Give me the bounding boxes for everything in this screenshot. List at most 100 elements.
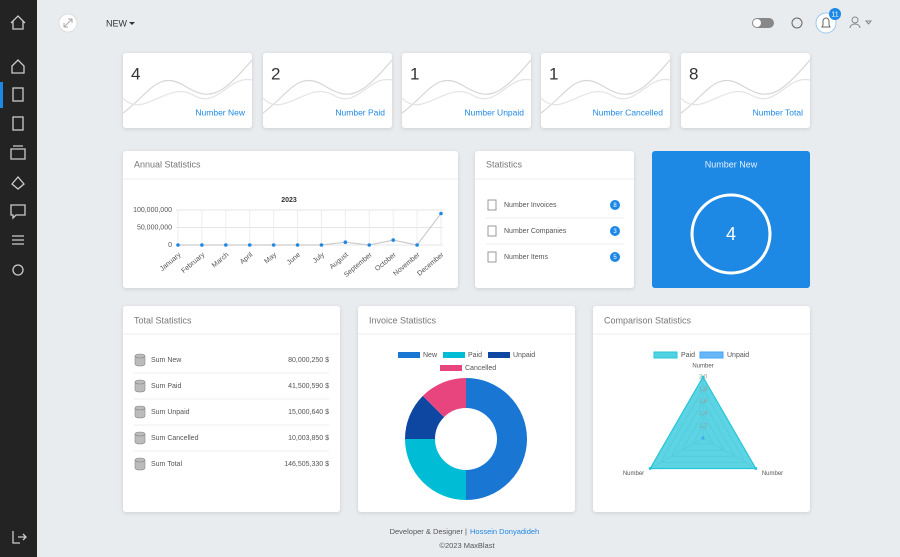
r-tick-label: 1.8	[699, 387, 708, 393]
data-point	[415, 243, 419, 247]
data-point	[391, 238, 395, 242]
stat-card	[402, 53, 531, 128]
radar-point	[701, 375, 705, 379]
row-icon	[487, 251, 497, 263]
row-label: Sum New	[151, 357, 182, 364]
data-line	[178, 213, 442, 246]
menu-label[interactable]: NEW	[106, 18, 128, 28]
legend-label: Unpaid	[727, 352, 749, 359]
row-value: 10,003,850 $	[288, 435, 329, 442]
logout-icon[interactable]	[12, 531, 27, 544]
row-label: Number Companies	[504, 228, 567, 235]
wave-decoration	[401, 79, 532, 106]
count-badge	[610, 200, 620, 210]
row-value: 15,000,640 $	[288, 409, 329, 416]
wave-decoration	[540, 59, 671, 114]
row-label: Sum Paid	[151, 383, 181, 390]
stat-label: Number New	[195, 107, 245, 117]
data-point	[224, 243, 228, 247]
legend-label: Cancelled	[465, 365, 496, 372]
settings-icon[interactable]	[12, 264, 24, 276]
data-point	[319, 243, 324, 247]
donut-segment	[422, 378, 466, 418]
invoice-icon[interactable]	[12, 87, 24, 102]
y-tick-label: 0	[168, 242, 172, 249]
legend-swatch	[443, 352, 465, 358]
bell-icon	[821, 17, 831, 28]
menu-icon[interactable]	[12, 235, 24, 245]
notification-count: 11	[831, 11, 838, 18]
card-title: Statistics	[486, 159, 523, 169]
data-point	[295, 243, 300, 247]
donut-segment	[405, 439, 466, 500]
db-icon	[134, 457, 146, 471]
count-badge	[610, 252, 620, 262]
r-tick-label: 1.4	[699, 411, 708, 417]
sidebar	[0, 0, 37, 557]
data-point	[343, 240, 348, 244]
card-dividers	[123, 178, 810, 335]
legend-swatch	[488, 352, 510, 358]
footer-author[interactable]: Hossein Donyadideh	[470, 527, 539, 536]
total-card	[123, 306, 340, 512]
logo[interactable]	[10, 15, 26, 30]
caret	[129, 22, 135, 25]
card-title: Invoice Statistics	[369, 315, 437, 325]
stat-value: 1	[410, 64, 419, 83]
y-tick-label: 100,000,000	[133, 207, 172, 214]
radar-point	[648, 467, 652, 470]
folder-icon[interactable]	[10, 145, 26, 160]
user-icon[interactable]	[851, 16, 859, 24]
chat-icon[interactable]	[10, 204, 26, 220]
legend-swatch	[398, 352, 420, 358]
data-point	[247, 243, 252, 247]
card-title: Total Statistics	[134, 315, 192, 325]
wave-decoration	[540, 79, 671, 106]
row-count: 3	[613, 229, 617, 235]
radar-point	[754, 467, 758, 470]
stat-label: Number Total	[753, 107, 804, 117]
footer-credit: Developer & Designer |	[390, 527, 467, 536]
stat-value: 4	[131, 64, 140, 83]
row-label: Sum Unpaid	[151, 409, 190, 416]
language-icon[interactable]	[791, 17, 803, 29]
document-icon[interactable]	[12, 116, 24, 131]
wave-decoration	[401, 59, 532, 114]
home-icon[interactable]	[11, 59, 25, 74]
wave-decoration	[262, 79, 393, 106]
db-icon	[134, 431, 146, 445]
data-point	[176, 243, 180, 247]
legend-label: Paid	[468, 352, 482, 359]
db-icon	[134, 405, 146, 419]
annual-card	[123, 151, 458, 288]
data-point	[439, 211, 443, 216]
tag-icon[interactable]	[11, 176, 25, 190]
row-icon	[487, 225, 497, 237]
number-new-value: 4	[726, 224, 736, 244]
row-icon	[487, 199, 497, 211]
stat-value: 2	[271, 64, 280, 83]
legend-swatch	[653, 351, 678, 359]
db-icon	[134, 353, 146, 367]
row-count: 5	[613, 255, 617, 261]
row-label: Number Invoices	[504, 202, 557, 209]
legend-label: New	[423, 352, 438, 359]
expand-icon	[63, 18, 73, 28]
row-label: Number Items	[504, 254, 548, 261]
number-new-card	[652, 151, 810, 288]
row-value: 80,000,250 $	[288, 357, 329, 364]
y-tick-label: 50,000,000	[137, 224, 172, 231]
r-tick-label: 2.0	[699, 375, 708, 381]
wave-decoration	[262, 59, 393, 114]
db-icon	[134, 379, 146, 393]
toggle-knob	[753, 19, 761, 27]
stat-card	[263, 53, 392, 128]
legend-label: Unpaid	[513, 352, 535, 359]
wave-decoration	[680, 59, 811, 114]
card-title: Number New	[705, 159, 758, 169]
stat-card	[123, 53, 252, 128]
stat-value: 1	[549, 64, 558, 83]
active-indicator	[0, 82, 3, 108]
row-label: Sum Total	[151, 461, 182, 468]
data-point	[200, 243, 204, 247]
